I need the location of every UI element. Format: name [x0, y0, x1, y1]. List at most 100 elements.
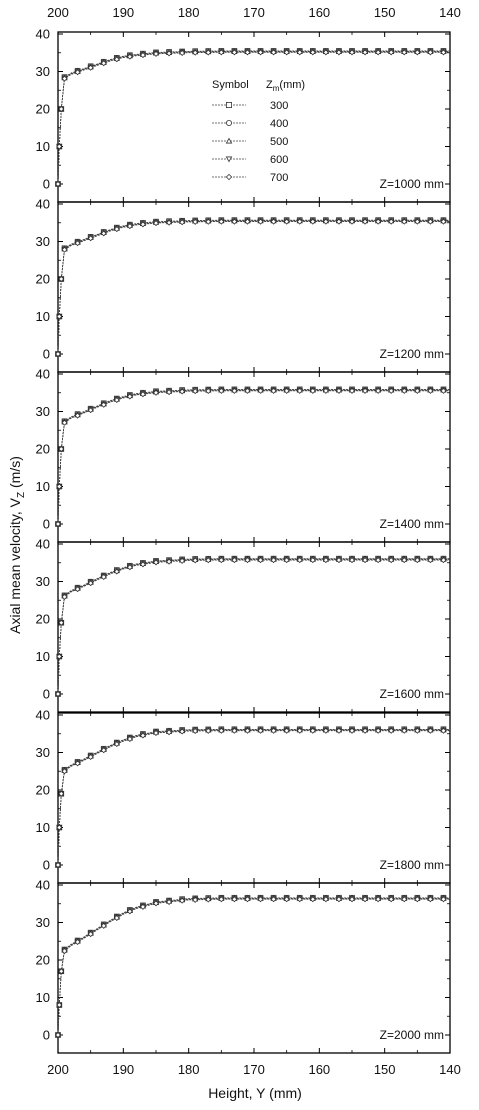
top-x-tick-label: 180 [178, 5, 200, 20]
legend-marker [225, 156, 233, 163]
series-point [309, 218, 316, 225]
series-600 [54, 388, 450, 528]
series-point [231, 557, 238, 564]
series-point [205, 727, 212, 734]
top-x-axis: 200 190 180 170 160 150 140 [47, 5, 461, 20]
legend-entry-400: 400 [212, 118, 288, 130]
series-line [57, 728, 450, 866]
top-x-tick-label: 190 [112, 5, 134, 20]
series-point [113, 56, 120, 63]
series-line [57, 219, 450, 355]
series-point [231, 727, 238, 734]
series-point [270, 557, 277, 564]
legend-entry-500: 500 [212, 136, 288, 148]
series-point [231, 218, 238, 225]
series-point [388, 218, 395, 225]
series-point [56, 483, 63, 490]
top-x-tick-label: 160 [308, 5, 330, 20]
series-point [349, 218, 355, 225]
bottom-x-tick-label: 190 [112, 1062, 134, 1077]
panel-4: 0 10 20 30 40 Z=1600 mm [36, 537, 451, 713]
legend-header-z-subscript: m [273, 84, 280, 93]
series-point [309, 896, 316, 903]
top-x-tick-label: 140 [439, 5, 461, 20]
series-point [61, 419, 68, 426]
series-700 [55, 557, 450, 697]
series-point [414, 49, 421, 56]
series-point [296, 49, 303, 56]
series-point [283, 896, 290, 903]
y-tick-label: 10 [36, 990, 50, 1005]
series-line [57, 898, 450, 1036]
series-point [179, 50, 186, 56]
series-point [139, 561, 146, 568]
series-400 [55, 386, 450, 527]
series-point [440, 727, 447, 734]
series-point [362, 218, 369, 225]
series-line [57, 559, 450, 695]
series-line [57, 558, 450, 695]
series-line [57, 729, 450, 866]
series-point [192, 218, 199, 225]
series-600 [54, 218, 450, 358]
series-point [87, 580, 94, 587]
series-point [335, 218, 342, 225]
top-x-tick-label: 150 [374, 5, 396, 20]
y-tick-label: 30 [36, 404, 50, 419]
series-point [179, 388, 186, 395]
series-point [100, 401, 107, 408]
series-line [57, 52, 450, 185]
series-point [309, 49, 316, 56]
series-point [296, 387, 303, 394]
series-point [218, 218, 225, 225]
legend-marker [225, 173, 233, 181]
y-tick-label: 20 [36, 442, 50, 457]
series-point [401, 218, 408, 225]
legend-entry-600: 600 [212, 154, 288, 166]
series-400 [55, 726, 450, 868]
series-point [440, 49, 447, 56]
series-line [57, 729, 450, 866]
series-point [74, 760, 81, 767]
y-tick-label: 40 [36, 27, 50, 42]
series-point [257, 49, 264, 56]
panel-label: Z=1600 mm [380, 687, 444, 701]
series-point [335, 727, 342, 734]
series-point [322, 557, 329, 564]
panel-5: 0 10 20 30 40 Z=1800 mm [36, 708, 451, 884]
bottom-x-axis: 200 190 180 170 160 150 140 [47, 1062, 461, 1077]
series-point [113, 741, 120, 748]
series-point [401, 727, 408, 734]
panel-6: 0 10 20 30 40 Z=2000 mm [36, 878, 451, 1054]
series-point [218, 49, 225, 56]
series-point [322, 218, 329, 225]
series-point [388, 49, 395, 56]
y-axis-title: Axial mean velocity, VZ (m/s) [7, 456, 27, 634]
series-point [153, 389, 159, 396]
series-point [349, 387, 355, 394]
y-tick-label: 20 [36, 783, 50, 798]
series-point [440, 557, 447, 564]
series-point [244, 727, 251, 734]
series-point [270, 218, 277, 225]
y-tick-label: 0 [43, 177, 50, 192]
series-point [56, 313, 63, 320]
series-point [153, 730, 159, 736]
series-point [349, 727, 355, 734]
series-700 [55, 218, 450, 357]
series-point [218, 557, 225, 564]
series-point [335, 557, 342, 564]
series-point [56, 1002, 63, 1008]
series-point [61, 246, 68, 253]
series-point [55, 1032, 61, 1038]
series-point [126, 223, 133, 230]
series-line [57, 389, 450, 525]
legend: Symbol Zm(mm) 300 400 500 600 700 [212, 79, 305, 184]
series-point [270, 387, 277, 394]
legend-label: 700 [270, 172, 288, 184]
series-point [335, 49, 342, 56]
series-point [100, 230, 107, 237]
series-point [322, 896, 329, 903]
series-point [388, 387, 395, 394]
